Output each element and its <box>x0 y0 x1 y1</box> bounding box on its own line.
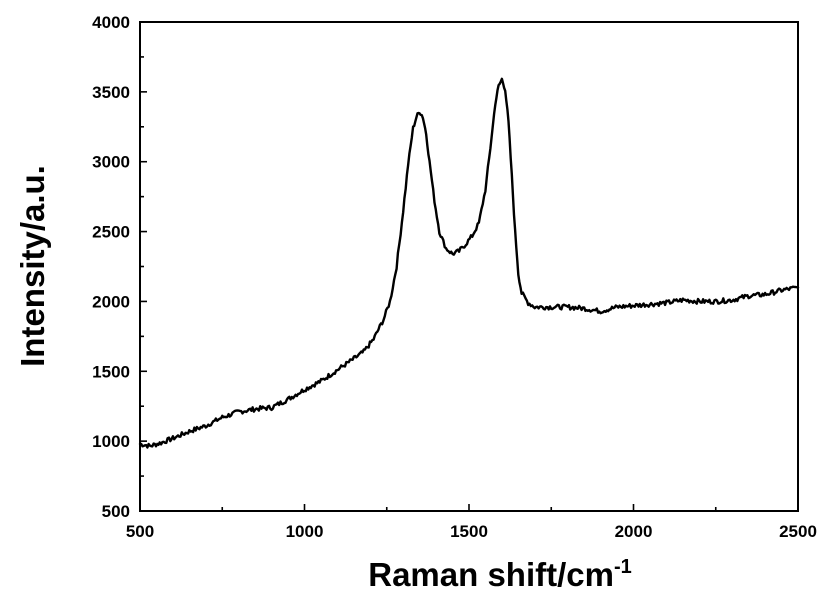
x-tick-label: 1000 <box>286 522 324 541</box>
tick-labels: 500 1000 1500 2000 2500 500 1000 1500 2000 2500 30… <box>92 13 817 541</box>
y-tick-label: 3000 <box>92 153 130 172</box>
y-tick-label: 500 <box>102 502 130 521</box>
x-tick-label: 2000 <box>615 522 653 541</box>
y-tick-label: 1000 <box>92 432 130 451</box>
x-tick-label: 2500 <box>779 522 817 541</box>
plot-frame <box>139 21 799 512</box>
y-tick-label: 4000 <box>92 13 130 32</box>
y-tick-label: 3500 <box>92 83 130 102</box>
x-tick-label: 1500 <box>450 522 488 541</box>
y-tick-label: 2500 <box>92 223 130 242</box>
y-tick-label: 2000 <box>92 292 130 311</box>
axis-ticks <box>139 21 799 512</box>
series-line <box>138 77 800 449</box>
x-tick-label: 500 <box>126 522 154 541</box>
y-tick-label: 1500 <box>92 362 130 381</box>
x-axis-title-text: Raman shift/cm <box>368 556 614 593</box>
x-axis-title: Raman shift/cm-1 <box>368 556 632 593</box>
y-axis-title: Intensity/a.u. <box>14 165 51 367</box>
x-axis-title-superscript: -1 <box>614 556 632 578</box>
